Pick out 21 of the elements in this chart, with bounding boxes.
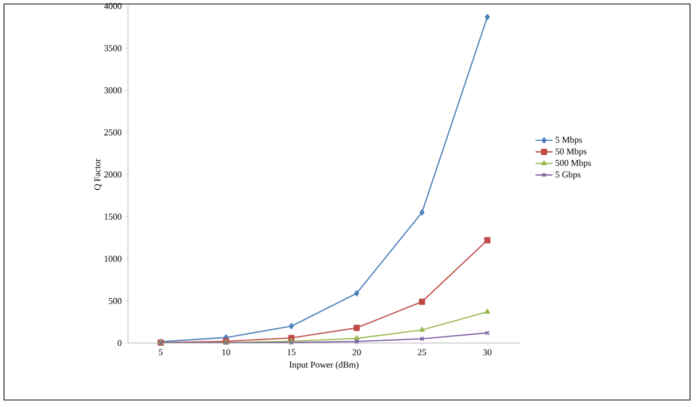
y-tick-label: 1500: [104, 214, 122, 220]
x-tick-label: 5: [158, 349, 163, 356]
x-tick-label: 15: [288, 349, 296, 356]
legend-label: 50 Mbps: [556, 148, 586, 156]
y-tick-label: 1000: [104, 256, 122, 262]
y-tick-label: 0: [118, 340, 122, 346]
x-axis-title: Input Power (dBm): [289, 361, 358, 370]
y-tick-label: 3000: [104, 87, 122, 94]
x-tick-label: 25: [418, 349, 426, 356]
y-tick-label: 3500: [104, 45, 122, 52]
y-axis-title: Q Factor: [94, 158, 102, 190]
x-tick-label: 10: [222, 349, 230, 356]
x-tick-label: 20: [352, 349, 361, 356]
legend-label: 5 Mbps: [556, 136, 582, 145]
y-tick-label: 2500: [104, 129, 122, 136]
y-tick-label: 500: [108, 298, 122, 304]
legend-label: 500 Mbps: [556, 160, 591, 168]
y-tick-label: 4000: [104, 2, 122, 10]
y-tick-label: 2000: [104, 171, 122, 178]
legend-label: 5 Gbps: [556, 171, 580, 180]
x-tick-label: 30: [483, 349, 492, 356]
